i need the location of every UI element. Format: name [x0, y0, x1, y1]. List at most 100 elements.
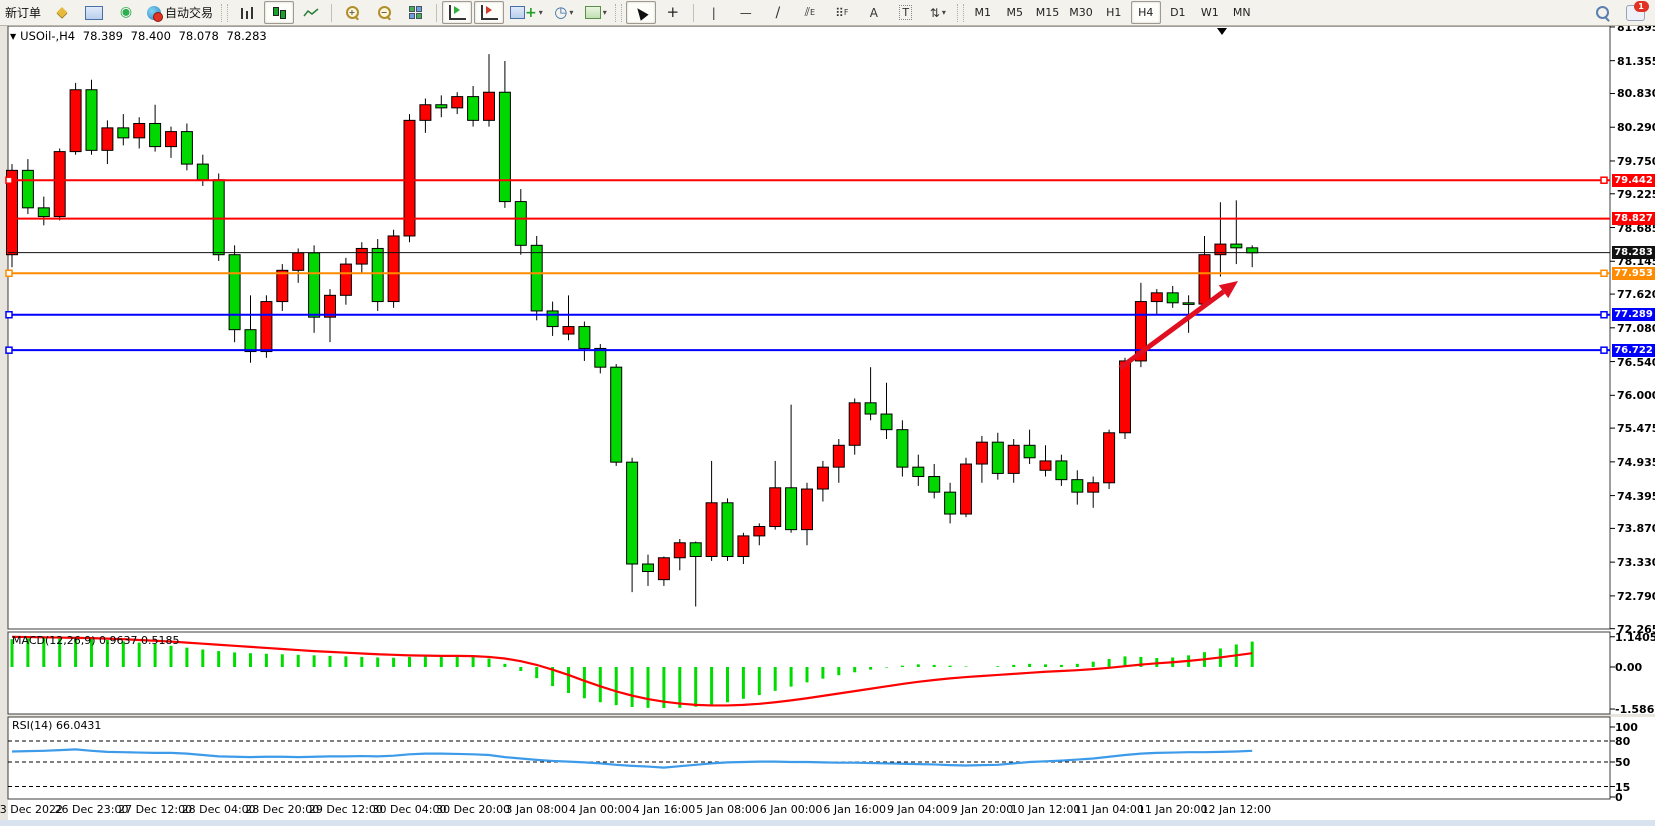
price-tick-label: 76.000	[1617, 389, 1655, 403]
macd-tick-label: 1.1405	[1615, 630, 1655, 644]
search-icon	[1596, 5, 1610, 22]
bull-candle	[133, 122, 146, 139]
bear-candle	[467, 96, 480, 121]
price-tick-label: 76.540	[1617, 355, 1655, 369]
line-chart-button[interactable]	[296, 1, 326, 24]
bull-candle	[451, 96, 464, 109]
price-tick-label: 80.830	[1617, 87, 1655, 101]
fibonacci-button[interactable]: ⠿ F	[835, 5, 849, 20]
bull-candle	[292, 252, 305, 271]
macd-indicator-label: MACD(12,26,9) 0.9637 0.5185	[12, 634, 180, 647]
price-tick-label: 72.790	[1617, 589, 1655, 603]
toolbar-grip	[614, 3, 622, 22]
time-tick-label: 6 Jan 16:00	[823, 803, 887, 816]
zoom-in-button[interactable]: +	[337, 1, 367, 24]
time-tick-label: 26 Dec 23:00	[54, 803, 129, 816]
chart-shift-marker[interactable]	[1217, 28, 1227, 35]
template-button[interactable]: ▾	[581, 1, 611, 24]
signals-button[interactable]: ◉	[111, 1, 141, 24]
crosshair-icon: +	[666, 3, 680, 21]
price-tick-label: 75.475	[1617, 422, 1655, 436]
ohlc-high: 78.400	[130, 29, 171, 43]
bear-candle	[689, 542, 702, 558]
channel-icon: ⫽	[804, 5, 810, 19]
tile-windows-icon	[409, 6, 423, 19]
bull-candle	[419, 104, 432, 121]
notifications-button[interactable]: 1	[1620, 0, 1650, 24]
timeframe-m30-button[interactable]: M30	[1069, 6, 1093, 19]
timeframe-h1-button[interactable]: H1	[1106, 6, 1122, 19]
crosshair-button[interactable]: +	[658, 1, 688, 24]
text-label-button[interactable]: T	[891, 1, 921, 24]
bear-candle	[371, 247, 384, 303]
timeframe-h4-button[interactable]: H4	[1130, 1, 1161, 24]
bear-candle	[37, 207, 50, 218]
chart-menu-icon[interactable]: ▼	[10, 32, 17, 41]
bear-candle	[785, 487, 798, 531]
auto-scroll-button[interactable]	[442, 1, 473, 24]
fibonacci-icon: ⠿	[835, 5, 844, 20]
autotrading-label: 自动交易	[165, 6, 214, 20]
bull-candle	[53, 151, 66, 218]
arrow-head	[1218, 281, 1238, 299]
chevron-down-icon: ▾	[602, 8, 607, 17]
price-tick-label: 73.330	[1617, 556, 1655, 570]
new-order-button[interactable]: 新订单	[1, 1, 45, 24]
notification-badge: 1	[1633, 0, 1649, 12]
line-handle	[5, 176, 13, 184]
market-watch-button[interactable]: ◆	[47, 1, 77, 24]
globe-icon	[147, 5, 164, 22]
arrow-object[interactable]	[1118, 281, 1238, 371]
text-label-icon: T	[899, 5, 913, 20]
hline-objects[interactable]	[5, 176, 1610, 354]
plus-icon: +	[525, 4, 537, 21]
bear-candle	[149, 122, 162, 148]
bull-candle	[6, 169, 18, 256]
cursor-button[interactable]	[625, 1, 656, 24]
time-tick-label: 4 Jan 16:00	[632, 803, 696, 816]
arrows-tool-button[interactable]: ⇅ ▾	[923, 1, 953, 24]
time-tick-label: 28 Dec 20:00	[245, 803, 320, 816]
bear-candle	[721, 502, 734, 558]
bear-candle	[1055, 460, 1068, 481]
charts-button[interactable]	[79, 1, 109, 24]
autotrading-button[interactable]: 自动交易	[143, 1, 217, 24]
time-tick-label: 3 Jan 08:00	[505, 803, 569, 816]
indicator-chart-icon	[510, 6, 526, 19]
timeframe-m15-button[interactable]: M15	[1035, 6, 1060, 19]
period-button[interactable]: ◷ ▾	[549, 1, 579, 24]
candlestick-chart-button[interactable]	[264, 1, 295, 24]
price-tick-label: 77.080	[1617, 321, 1655, 335]
symbol-timeframe: USOil-,H4	[20, 29, 76, 43]
text-tool-button[interactable]: A	[859, 1, 889, 24]
tile-windows-button[interactable]	[401, 1, 431, 24]
trendline-button[interactable]: /	[763, 1, 793, 24]
zoom-out-button[interactable]: −	[369, 1, 399, 24]
rsi-tick-label: 100	[1615, 721, 1638, 734]
vertical-line-button[interactable]: |	[699, 1, 729, 24]
bar-chart-button[interactable]	[232, 1, 262, 24]
timeframe-m5-button[interactable]: M5	[1006, 6, 1024, 19]
time-tick-label: 9 Jan 20:00	[950, 803, 1014, 816]
timeframe-w1-button[interactable]: W1	[1200, 6, 1219, 19]
bull-candle	[1119, 360, 1131, 434]
chevron-down-icon: ▾	[941, 8, 946, 17]
timeframe-d1-button[interactable]: D1	[1170, 6, 1186, 19]
bull-candle	[848, 402, 861, 446]
bull-candle	[816, 466, 829, 490]
add-indicator-button[interactable]: + ▾	[506, 1, 547, 24]
toolbar-grip	[221, 3, 229, 22]
horizontal-line-button[interactable]: —	[731, 1, 761, 24]
equidistant-channel-button[interactable]: ⫽ E	[804, 5, 815, 19]
bull-candle	[832, 444, 845, 468]
bull-candle	[260, 301, 273, 353]
timeframe-mn-button[interactable]: MN	[1232, 6, 1251, 19]
bear-candle	[530, 244, 543, 312]
chart-shift-button[interactable]	[474, 1, 505, 24]
timeframe-m1-button[interactable]: M1	[974, 6, 992, 19]
search-button[interactable]	[1588, 1, 1618, 24]
time-tick-label: 4 Jan 00:00	[568, 803, 632, 816]
bull-candle	[69, 89, 82, 153]
bull-candle	[673, 542, 686, 559]
